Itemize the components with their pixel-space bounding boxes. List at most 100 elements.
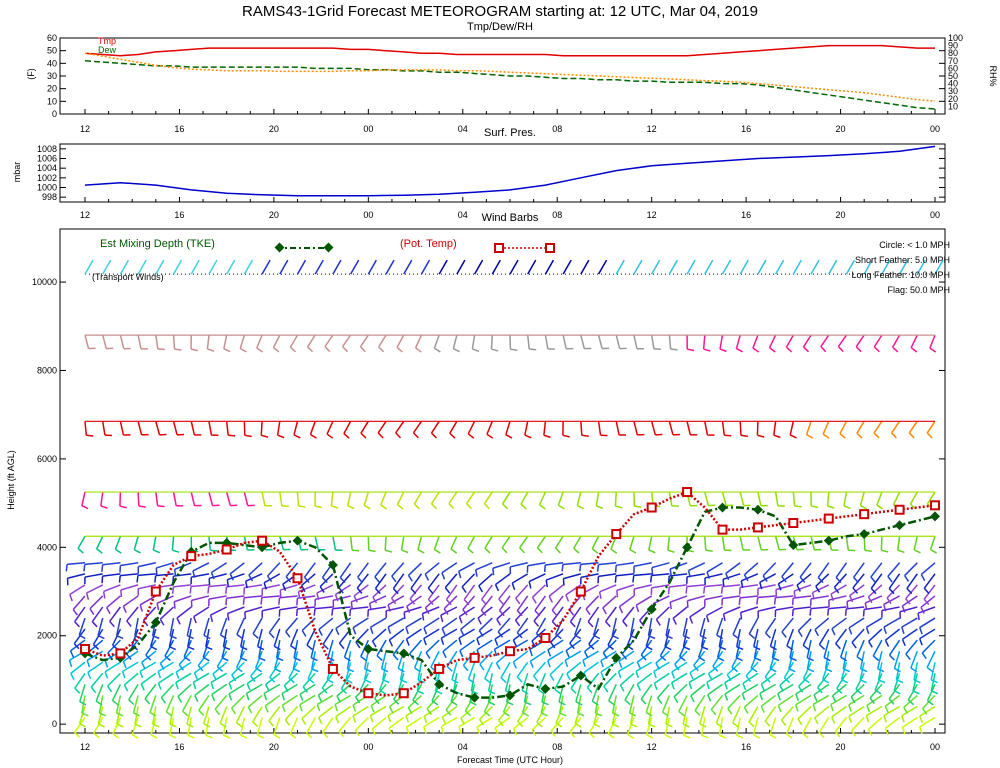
wind-barb [172,491,177,506]
wind-barb-feather [903,706,908,714]
wind-barb [583,661,599,674]
wind-barb [463,584,476,601]
wind-barb [318,705,334,719]
wind-barb-feather [864,602,868,610]
wind-barb-feather [683,646,691,651]
wind-barb [888,639,901,656]
wind-barb-feather [261,434,269,438]
wind-barb [516,661,529,678]
wind-barb-feather [462,609,468,616]
wind-barb [748,706,759,723]
wind-barb-feather [853,576,859,584]
wind-barb-feather [236,633,243,640]
wind-barb-feather [182,710,189,717]
pot-temp-point [150,586,161,597]
wind-barb [370,617,387,628]
wind-barb [372,584,387,598]
wind-barb-feather [331,505,339,509]
wind-barb [517,706,529,722]
wind-barb-feather [883,604,887,612]
wind-barb-feather [118,575,121,583]
wind-barb-feather [153,549,161,554]
wind-barb-feather [345,678,353,684]
wind-barb [777,683,794,695]
wind-barb [802,661,812,679]
wind-barb-feather [565,594,570,602]
wind-barb-feather [423,726,427,734]
wind-barb-feather [93,732,100,739]
wind-barb-feather [193,672,199,680]
wind-barb-feather [659,655,667,661]
wind-barb [814,705,830,719]
wind-barb [600,650,617,662]
wind-barb [194,683,210,697]
wind-barb [780,705,794,721]
wind-barb [280,584,298,591]
wind-barb-feather [211,694,216,702]
wind-barb-feather [86,434,94,437]
wind-barb-feather [783,677,791,684]
wind-barb-feather [424,573,430,581]
wind-barb-feather [306,644,313,651]
wind-barb [664,628,671,647]
y-tick-label: 60 [47,33,57,43]
wind-barb-feather [359,346,366,353]
wind-barb-feather [364,668,372,673]
wind-barb [409,584,423,600]
wind-barb [870,573,883,589]
wind-barb [813,683,830,696]
wind-barb [585,595,600,610]
wind-barb-feather [240,734,248,739]
wind-barb-feather [636,661,642,669]
wind-barb [239,640,246,658]
wind-barb [884,694,901,707]
wind-barb [462,595,476,611]
wind-barb-feather [210,549,218,552]
wind-barb [777,573,794,585]
wind-barb [919,617,936,629]
wind-barb [289,334,299,348]
wind-barb [458,562,475,572]
wind-barb [566,661,582,675]
wind-barb-feather [369,715,374,723]
wind-barb [211,562,228,574]
wind-barb-feather [388,706,394,714]
wind-barb-feather [777,583,782,591]
wind-barb [678,639,688,657]
wind-barb [380,491,387,506]
wind-barb-feather [159,618,165,626]
wind-barb [89,595,104,610]
wind-barb-feather [407,707,413,715]
wind-barb-feather [74,621,80,628]
wind-barb [504,673,511,691]
y-tick-label: 20 [47,84,57,94]
wind-barb [873,420,883,434]
wind-barb [102,562,121,566]
wind-barb [469,684,476,702]
wind-barb-feather [635,671,639,679]
wind-barb [332,536,337,551]
wind-barb-feather [198,709,205,716]
wind-barb [731,650,741,668]
wind-barb [334,694,352,706]
wind-barb-feather [231,707,237,715]
wind-barb [817,562,830,578]
wind-barb-feather [791,609,794,617]
wind-barb-feather [301,718,307,726]
wind-barb-feather [539,504,546,510]
wind-barb-feather [150,734,158,739]
wind-barb [516,595,529,612]
wind-barb-feather [740,612,743,620]
wind-barb [396,491,405,505]
wind-barb [702,335,706,350]
wind-barb-feather [406,606,411,614]
wind-barb [607,717,617,735]
wind-barb [511,573,529,584]
wind-barb [210,672,228,684]
wind-barb-feather [488,690,496,695]
wind-barb-feather [484,678,491,684]
wind-barb [484,661,493,679]
wind-barb-feather [393,698,400,705]
wind-barb-feather [112,699,119,706]
wind-barb-feather [92,643,100,650]
